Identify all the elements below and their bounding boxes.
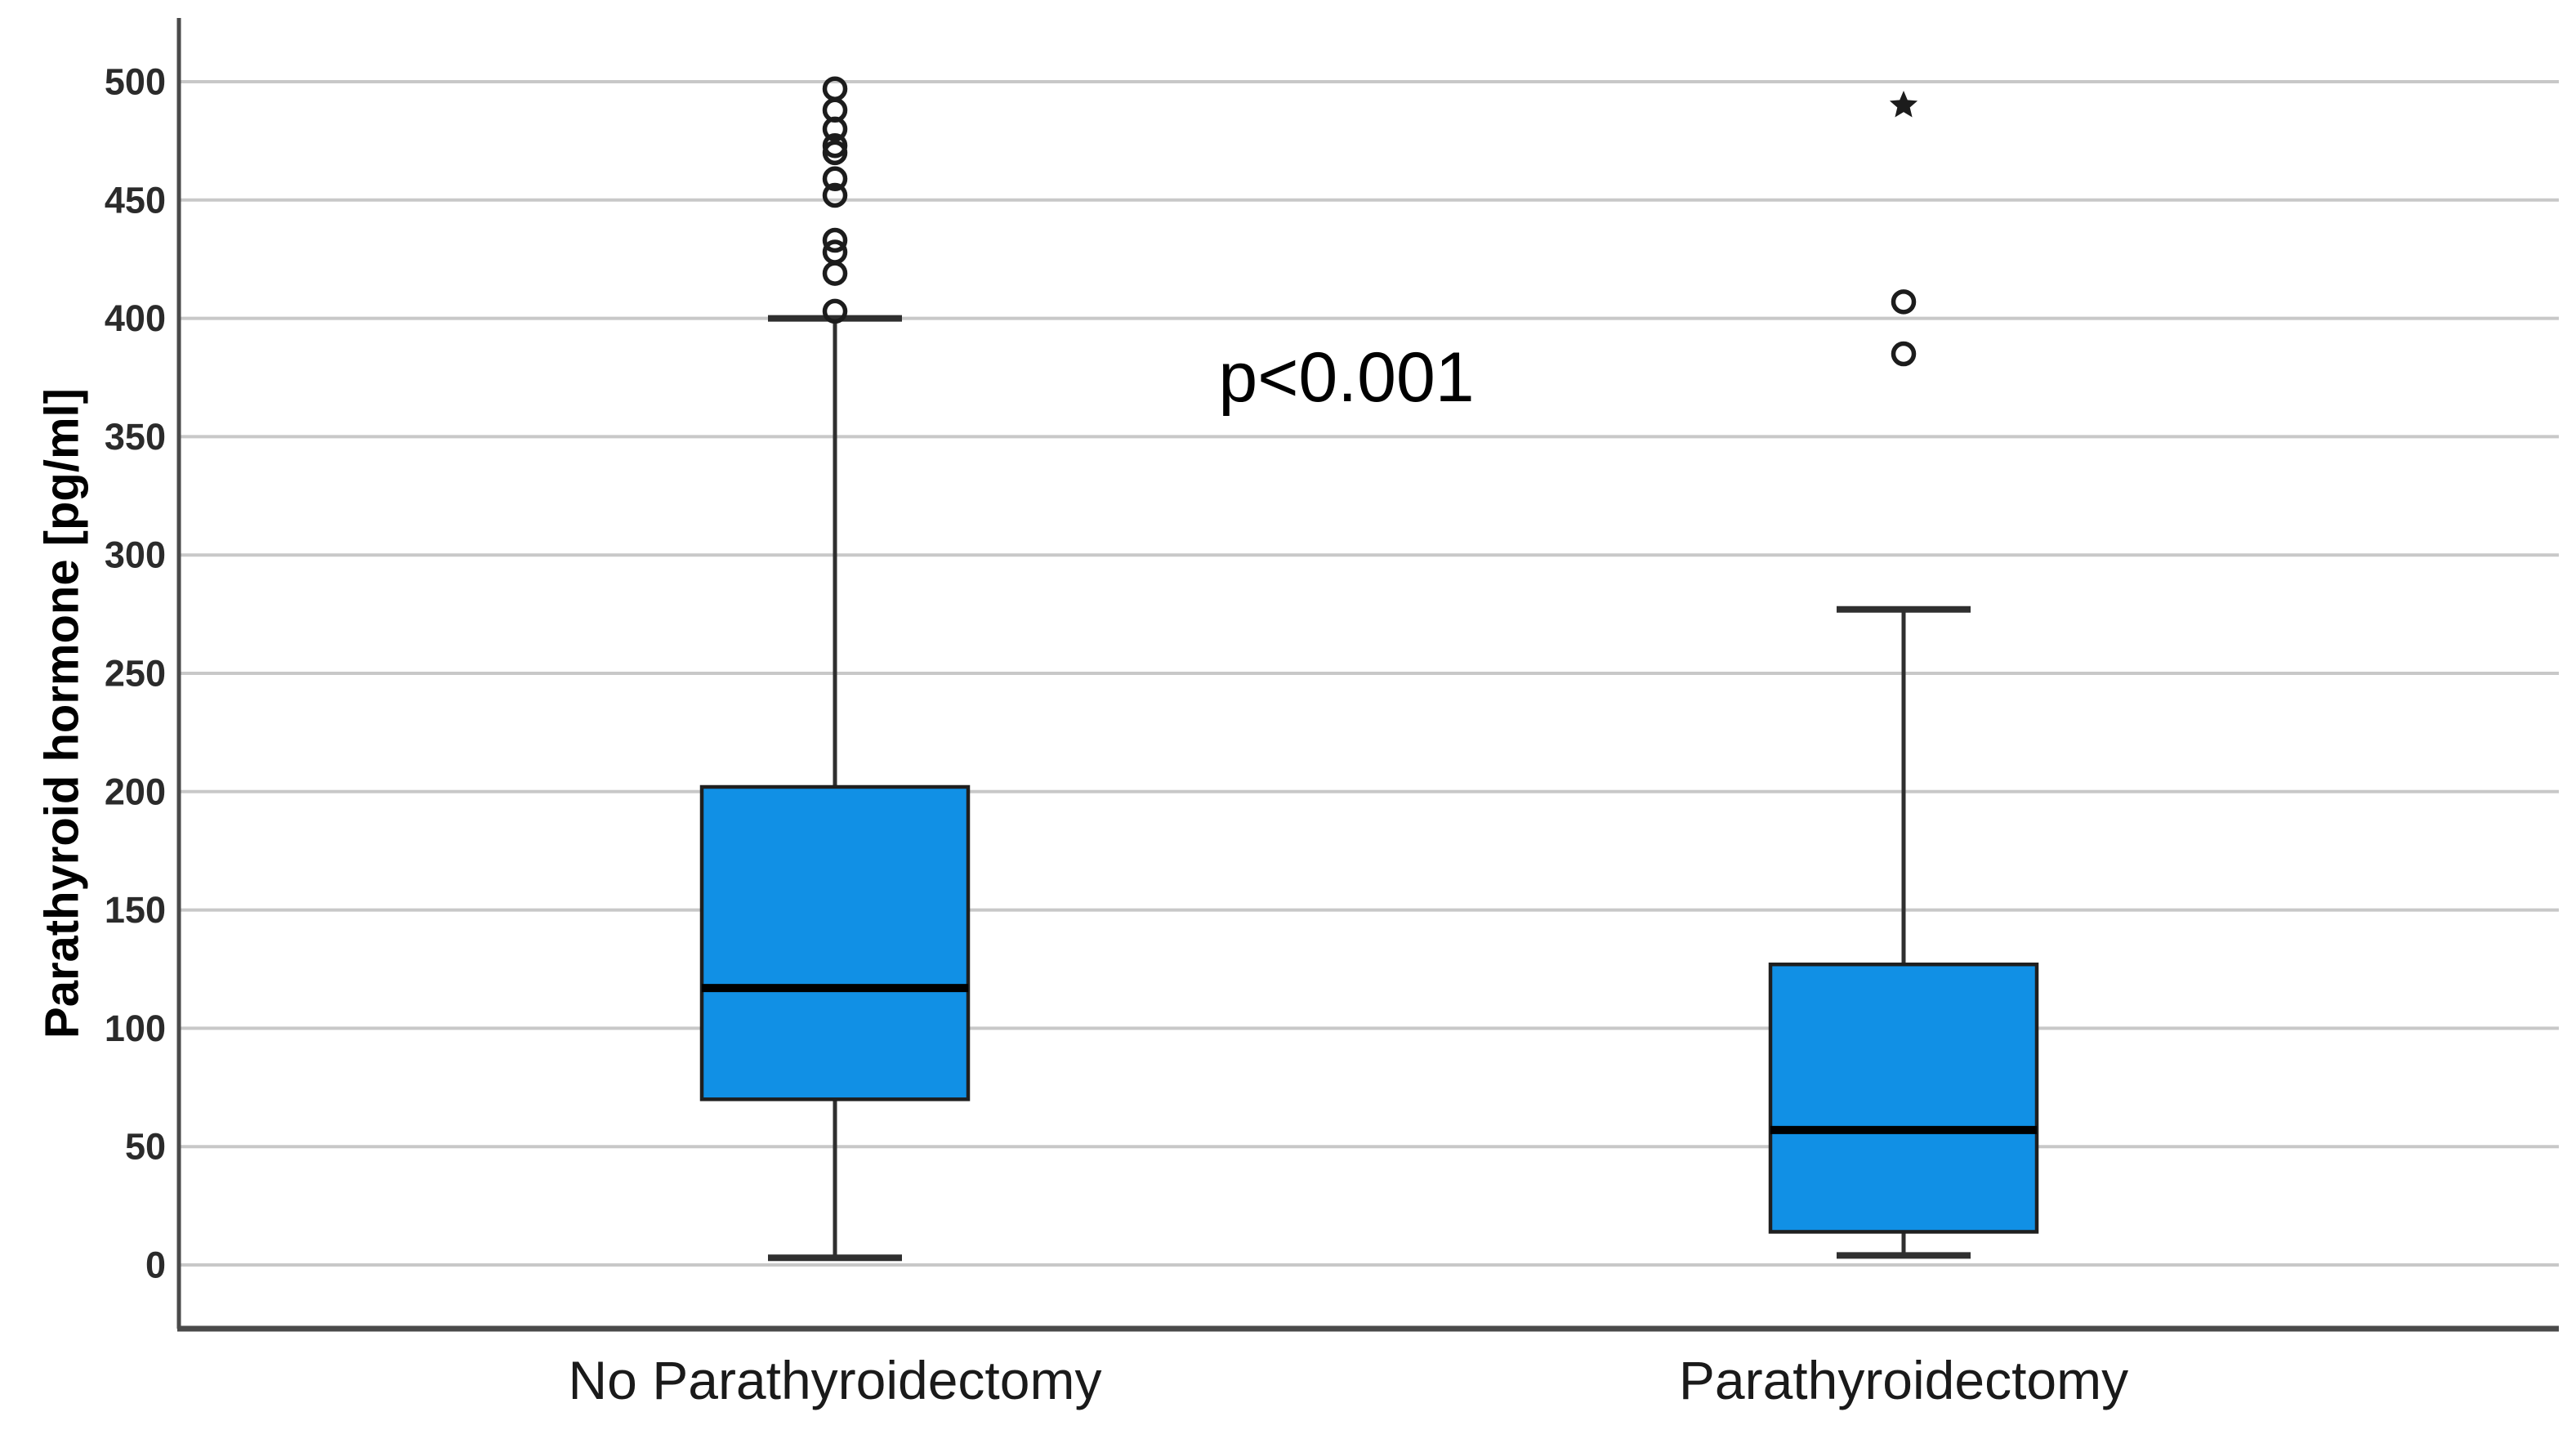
outlier-circle-no-parathyroidectomy [822, 182, 848, 208]
outlier-circle-no-parathyroidectomy [822, 166, 848, 191]
x-category-label-2: Parathyroidectomy [1679, 1350, 2128, 1410]
outlier-circle-no-parathyroidectomy [822, 239, 848, 265]
p-value-annotation: p<0.001 [1218, 338, 1474, 417]
y-tick-label-500: 500 [105, 61, 166, 103]
x-category-label-1: No Parathyroidectomy [569, 1350, 1102, 1410]
y-tick-label-0: 0 [145, 1245, 166, 1286]
y-tick-label-150: 150 [105, 889, 166, 931]
y-tick-label-100: 100 [105, 1008, 166, 1049]
box-parathyroidectomy [1768, 962, 2039, 1234]
outlier-circle-no-parathyroidectomy [822, 227, 848, 253]
y-axis-title: Parathyroid hormone [pg/ml] [36, 388, 89, 1039]
y-tick-label-50: 50 [125, 1126, 166, 1168]
y-tick-label-250: 250 [105, 653, 166, 695]
y-tick-label-350: 350 [105, 416, 166, 458]
outlier-circle-no-parathyroidectomy [822, 132, 848, 159]
y-tick-label-200: 200 [105, 771, 166, 812]
outlier-circle-parathyroidectomy [1891, 289, 1917, 315]
extreme-outlier-star-parathyroidectomy [1889, 91, 1918, 118]
outlier-circle-parathyroidectomy [1891, 341, 1917, 367]
box-no-parathyroidectomy [699, 784, 971, 1102]
outlier-circle-no-parathyroidectomy [822, 76, 848, 101]
y-tick-label-400: 400 [105, 297, 166, 339]
outlier-circle-no-parathyroidectomy [822, 298, 848, 324]
y-tick-label-300: 300 [105, 534, 166, 576]
y-tick-label-450: 450 [105, 179, 166, 221]
